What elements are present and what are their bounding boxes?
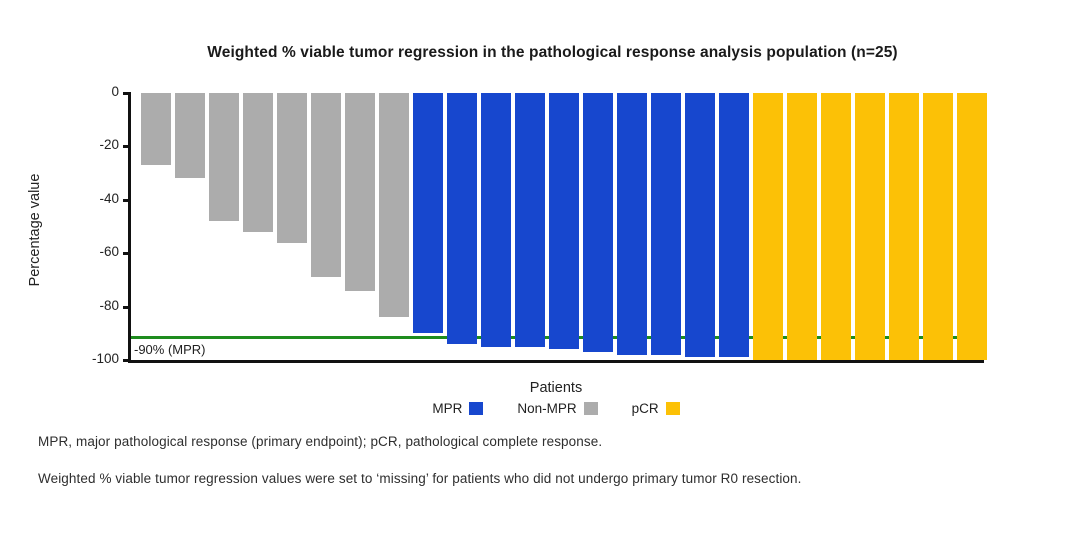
bar-mpr [583,93,613,352]
bar-mpr [413,93,443,334]
bar-mpr [447,93,477,344]
bar-non-mpr [345,93,375,291]
legend-item-pcr: pCR [632,401,680,416]
y-tick-mark [123,92,131,95]
y-tick-label: 0 [111,84,119,99]
legend: MPR Non-MPR pCR [128,401,984,416]
bar-non-mpr [379,93,409,318]
legend-swatch-icon [469,402,484,415]
footnote-missing-values: Weighted % viable tumor regression value… [38,471,802,486]
chart-title: Weighted % viable tumor regression in th… [207,44,898,61]
y-tick-label: -100 [91,351,119,366]
bar-mpr [481,93,511,347]
footnote-abbreviations: MPR, major pathological response (primar… [38,434,603,449]
bars [131,93,987,360]
bar-mpr [549,93,579,350]
bar-pcr [821,93,851,360]
bar-mpr [617,93,647,355]
y-tick-mark [123,198,131,202]
bar-non-mpr [311,93,341,278]
bar-pcr [957,93,987,360]
y-tick-label: -40 [99,190,119,206]
y-tick-mark [123,359,131,362]
bar-mpr [515,93,545,347]
y-tick-label: -80 [99,297,119,313]
bar-pcr [855,93,885,360]
bar-pcr [753,93,783,360]
mpr-threshold-label: -90% (MPR) [134,342,206,357]
legend-label: MPR [432,401,463,416]
y-tick-mark [123,145,131,149]
legend-swatch-icon [583,402,598,415]
bar-non-mpr [141,93,171,166]
legend-label: pCR [631,401,659,416]
y-tick-label: -60 [99,244,119,260]
legend-label: Non-MPR [517,401,577,416]
plot-area: 0 -20 -40 -60 -80 -100 -90% (MPR) [92,84,987,366]
bar-pcr [889,93,919,360]
y-tick-mark [123,252,131,256]
x-axis-title: Patients [529,380,583,396]
legend-item-non-mpr: Non-MPR [517,401,598,416]
bar-non-mpr [209,93,239,222]
bar-pcr [923,93,953,360]
bar-non-mpr [175,93,205,179]
bar-mpr [685,93,715,358]
legend-item-mpr: MPR [432,401,484,416]
y-axis-title-text: Percentage value [27,173,43,287]
legend-swatch-icon [665,402,680,415]
bar-mpr [651,93,681,355]
y-tick-label: -20 [99,137,119,153]
y-tick-mark [123,305,131,309]
y-axis-title: Percentage value [27,148,43,312]
bar-non-mpr [277,93,307,243]
bar-non-mpr [243,93,273,232]
bar-pcr [787,93,817,360]
bar-mpr [719,93,749,358]
